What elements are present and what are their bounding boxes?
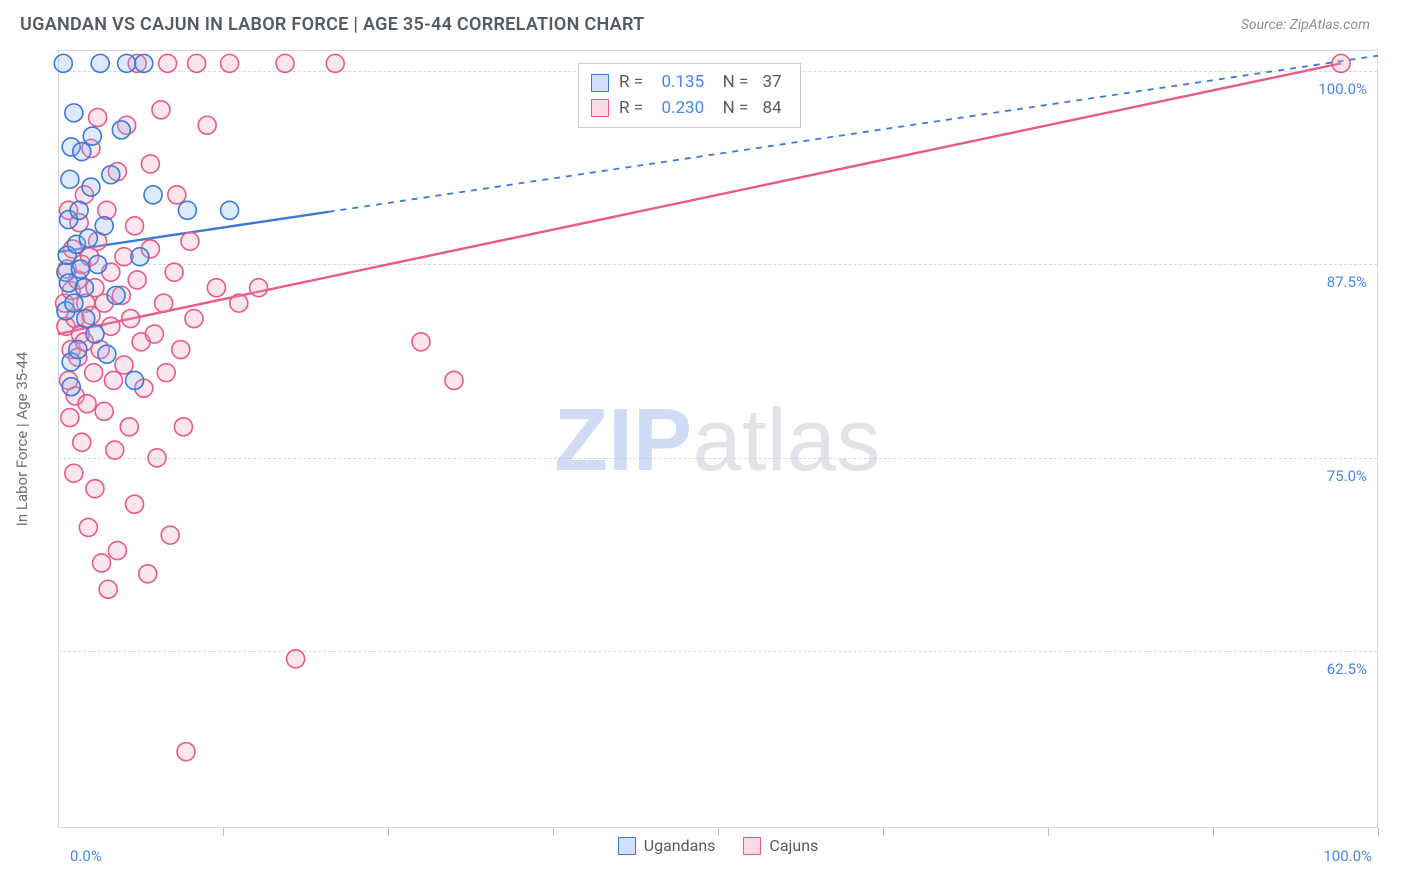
x-tick [1048,828,1049,836]
watermark: ZIPatlas [554,389,881,491]
swatch-cajuns [591,99,609,117]
legend-label-ugandans: Ugandans [644,836,716,855]
series-legend: Ugandans Cajuns [58,836,1378,855]
swatch-ugandans [591,74,609,92]
gridline [58,264,1377,265]
y-tick-label: 75.0% [1327,467,1367,485]
n-value-cajuns: 84 [763,96,782,122]
legend-swatch-ugandans [618,837,636,855]
gridline [58,458,1377,459]
legend-label-cajuns: Cajuns [769,836,818,855]
n-value-ugandans: 37 [763,70,782,96]
x-tick [223,828,224,836]
x-tick [553,828,554,836]
y-tick-label: 100.0% [1318,80,1367,98]
y-axis-title: In Labor Force | Age 35-44 [13,352,31,526]
source-label: Source: ZipAtlas.com [1241,17,1370,33]
y-tick-label: 62.5% [1327,660,1367,678]
gridline [58,651,1377,652]
r-value-ugandans: 0.135 [661,70,704,96]
y-tick-label: 87.5% [1327,273,1367,291]
scatter-points-layer [58,51,1377,828]
x-tick [1378,828,1379,836]
legend-swatch-cajuns [743,837,761,855]
x-tick [1213,828,1214,836]
x-tick [718,828,719,836]
chart-title: UGANDAN VS CAJUN IN LABOR FORCE | AGE 35… [20,14,645,35]
x-tick [388,828,389,836]
y-axis [58,51,59,828]
r-value-cajuns: 0.230 [661,96,704,122]
x-tick [883,828,884,836]
stats-legend-box: R = 0.135 N = 37 R = 0.230 N = 84 [578,63,801,128]
trend-lines-layer [58,51,1377,828]
plot-area: 62.5% 75.0% 87.5% 100.0% ZIPatlas R = 0.135… [58,50,1378,828]
stat-row-ugandans: R = 0.135 N = 37 [591,70,782,96]
stat-row-cajuns: R = 0.230 N = 84 [591,96,782,122]
